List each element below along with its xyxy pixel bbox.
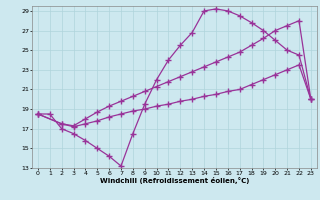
X-axis label: Windchill (Refroidissement éolien,°C): Windchill (Refroidissement éolien,°C) bbox=[100, 177, 249, 184]
